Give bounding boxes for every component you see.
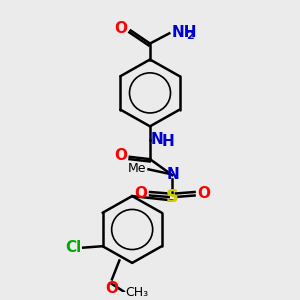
Text: CH₃: CH₃ xyxy=(125,286,148,298)
Text: NH: NH xyxy=(172,25,197,40)
Text: N: N xyxy=(151,132,164,147)
Text: O: O xyxy=(197,186,210,201)
Text: O: O xyxy=(114,148,127,163)
Text: S: S xyxy=(166,188,179,206)
Text: H: H xyxy=(161,134,174,149)
Text: O: O xyxy=(135,186,148,201)
Text: 2: 2 xyxy=(186,31,194,41)
Text: Cl: Cl xyxy=(65,240,82,255)
Text: O: O xyxy=(105,281,119,296)
Text: N: N xyxy=(167,167,179,182)
Text: O: O xyxy=(114,22,127,37)
Text: Me: Me xyxy=(128,162,146,175)
